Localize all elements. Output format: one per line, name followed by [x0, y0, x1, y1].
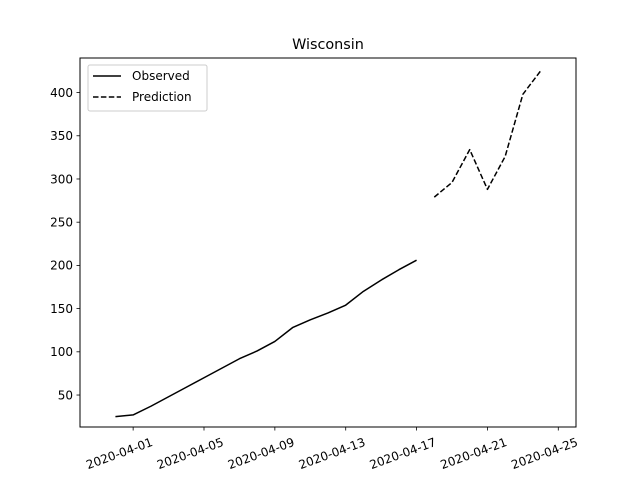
data-point-observed: [274, 341, 276, 343]
data-point-observed: [256, 350, 258, 352]
y-tick-label: 350: [50, 129, 73, 143]
plot-area: [79, 57, 577, 428]
x-tick-label: 2020-04-05: [155, 435, 225, 472]
data-point-observed: [221, 367, 223, 369]
data-point-observed: [203, 377, 205, 379]
x-tick-label: 2020-04-25: [509, 435, 579, 472]
data-point-prediction: [504, 156, 506, 158]
data-point-prediction: [522, 94, 524, 96]
data-point-observed: [168, 396, 170, 398]
y-tick-label: 250: [50, 215, 73, 229]
y-tick-label: 300: [50, 172, 73, 186]
data-point-observed: [363, 291, 365, 293]
series-line-prediction: [433, 70, 542, 198]
y-tick-label: 200: [50, 259, 73, 273]
legend-label-prediction: Prediction: [132, 90, 192, 104]
data-point-prediction: [540, 70, 542, 72]
series-layer: [115, 70, 542, 418]
data-point-observed: [292, 327, 294, 329]
data-point-observed: [310, 319, 312, 321]
data-point-observed: [416, 259, 418, 261]
data-point-observed: [115, 416, 117, 418]
x-tick-label: 2020-04-17: [368, 435, 438, 472]
y-tick-label: 100: [50, 345, 73, 359]
data-point-observed: [186, 387, 188, 389]
data-point-observed: [398, 269, 400, 271]
x-tick-label: 2020-04-09: [226, 435, 296, 472]
x-tick-label: 2020-04-13: [297, 435, 367, 472]
chart-title: Wisconsin: [292, 37, 364, 53]
data-point-observed: [380, 279, 382, 281]
data-point-prediction: [487, 189, 489, 191]
y-tick-label: 50: [58, 388, 73, 402]
data-point-prediction: [434, 196, 436, 198]
data-point-prediction: [451, 182, 453, 184]
x-axis: 2020-04-01 2020-04-05 2020-04-09 2020-04-13…: [84, 427, 580, 472]
x-tick-label: 2020-04-01: [84, 435, 154, 472]
data-point-observed: [327, 312, 329, 314]
x-tick-label: 2020-04-21: [439, 435, 509, 472]
data-point-observed: [150, 406, 152, 408]
data-point-observed: [345, 304, 347, 306]
y-axis: 50 100 150 200 250 300 350 400: [50, 86, 80, 402]
data-point-observed: [132, 414, 134, 416]
legend: Observed Prediction: [87, 64, 208, 112]
series-line-observed: [115, 259, 417, 418]
legend-label-observed: Observed: [132, 69, 190, 83]
y-tick-label: 150: [50, 302, 73, 316]
data-point-observed: [239, 358, 241, 360]
y-tick-label: 400: [50, 86, 73, 100]
data-point-prediction: [469, 149, 471, 151]
